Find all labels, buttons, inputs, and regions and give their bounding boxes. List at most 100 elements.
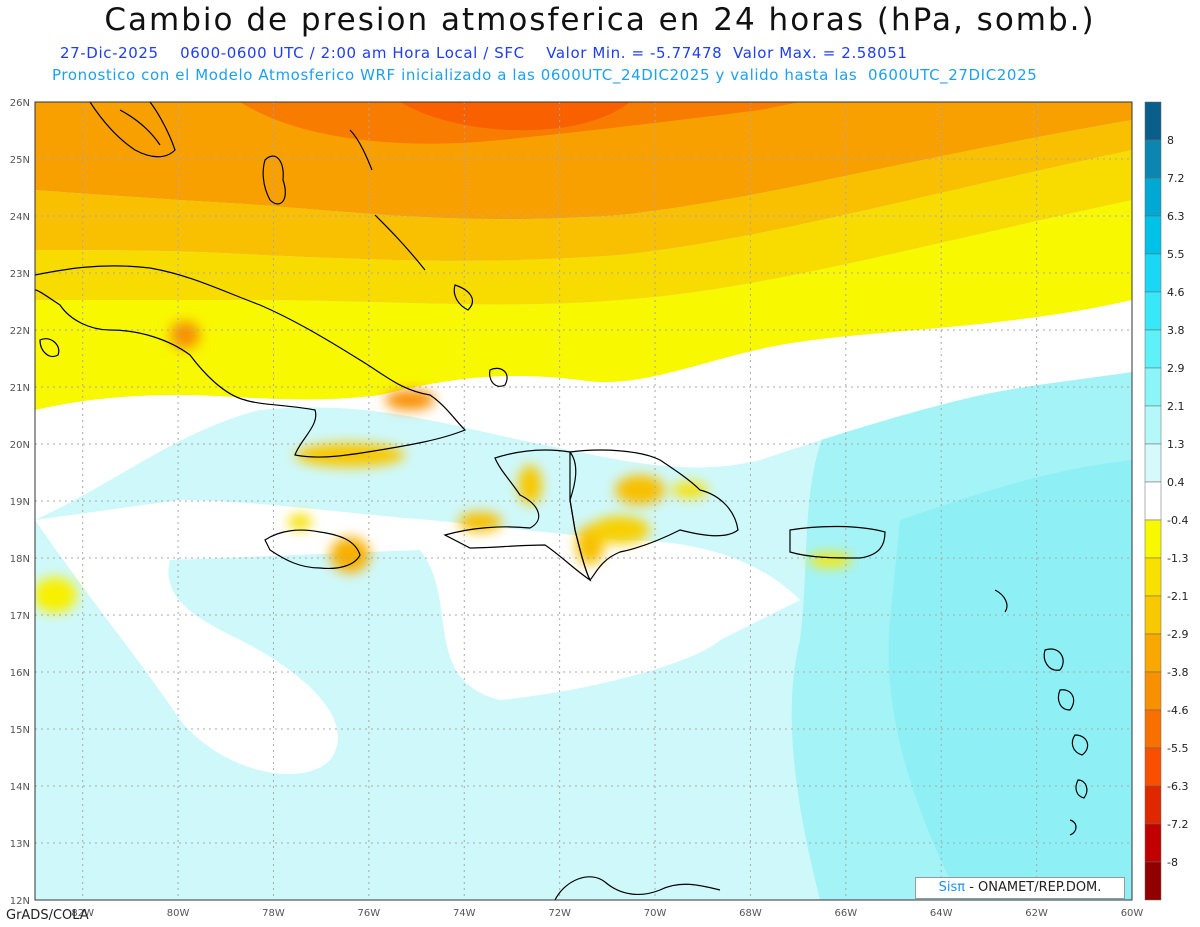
- colorbar-swatch: [1144, 215, 1162, 255]
- field-light-orange: [35, 120, 1132, 261]
- lon-tick-label: 76W: [358, 908, 381, 919]
- lon-tick-label: 64W: [930, 908, 953, 919]
- colorbar-label: 2.1: [1167, 400, 1185, 413]
- puerto-rico-coast: [789, 525, 886, 559]
- colorbar-swatch: [1144, 595, 1162, 635]
- lat-tick-label: 25N: [10, 155, 30, 166]
- colorbar-label: -7.2: [1167, 818, 1188, 831]
- field-white-band: [35, 300, 1132, 520]
- longitude-labels: 82W 80W 78W 76W 74W 72W 70W 68W 66W 64W 62W 60W: [71, 908, 1143, 919]
- bahamas-eleuthera: [349, 129, 373, 171]
- attribution-text: - ONAMET/REP.DOM.: [965, 880, 1102, 895]
- colorbar-label: -0.4: [1167, 514, 1188, 527]
- lon-tick-label: 80W: [167, 908, 190, 919]
- colorbar-label: 1.3: [1167, 438, 1185, 451]
- colorbar-label: -2.9: [1167, 628, 1188, 641]
- model-info-line: Pronostico con el Modelo Atmosferico WRF…: [52, 66, 1038, 84]
- colorbar-swatch: [1144, 633, 1162, 673]
- colorbar-label: 0.4: [1167, 476, 1185, 489]
- colorbar-swatch: [1144, 481, 1162, 521]
- colorbar-swatch: [1144, 405, 1162, 445]
- sis-logo-text: Sisπ: [938, 880, 966, 895]
- valid-time-line: 27-Dic-2025 0600-0600 UTC / 2:00 am Hora…: [60, 44, 908, 62]
- colorbar-swatch: [1144, 709, 1162, 749]
- lat-tick-label: 20N: [10, 440, 30, 451]
- lon-tick-label: 66W: [835, 908, 858, 919]
- colorbar-label: -6.3: [1167, 780, 1188, 793]
- lesser-antilles-5: [1075, 779, 1088, 799]
- colorbar-label: -4.6: [1167, 704, 1188, 717]
- shaded-field: [35, 102, 1132, 900]
- colorbar-label: -5.5: [1167, 742, 1188, 755]
- lon-tick-label: 72W: [548, 908, 571, 919]
- lat-tick-label: 19N: [10, 497, 30, 508]
- field-yellow: [35, 200, 1132, 410]
- lon-tick-label: 78W: [262, 908, 285, 919]
- lat-tick-label: 13N: [10, 839, 30, 850]
- color-legend: 8 7.2 6.3 5.5 4.6 3.8 2.9 2.1 1.3 0.4 -0.4 -1.3 -2.1…: [1144, 101, 1188, 901]
- map-title: Cambio de presion atmosferica en 24 hora…: [104, 2, 1096, 38]
- colorbar-swatch: [1144, 443, 1162, 483]
- lat-tick-label: 14N: [10, 782, 30, 793]
- field-red-orange: [400, 102, 630, 131]
- lon-tick-label: 68W: [739, 908, 762, 919]
- bahamas-inagua: [453, 284, 473, 311]
- isla-juventud-coast: [39, 338, 60, 358]
- lesser-antilles-3: [1057, 689, 1075, 711]
- bahamas-andros: [262, 155, 286, 205]
- colorbar-swatch: [1144, 519, 1162, 559]
- colorbar-swatch: [1144, 329, 1162, 369]
- valid-time: 0600-0600 UTC / 2:00 am Hora Local / SFC: [180, 44, 525, 62]
- colorbar-swatch: [1144, 367, 1162, 407]
- lat-tick-label: 22N: [10, 326, 30, 337]
- lat-tick-label: 21N: [10, 383, 30, 394]
- field-cyan-east-deep: [888, 460, 1132, 900]
- colorbar-swatch: [1144, 861, 1162, 901]
- colorbar-label: 6.3: [1167, 210, 1185, 223]
- colorbar-swatch: [1144, 177, 1162, 217]
- valid-date: 27-Dic-2025: [60, 44, 159, 62]
- bahamas-long: [374, 214, 426, 271]
- lesser-antilles-2: [1043, 648, 1064, 671]
- field-white-south: [35, 500, 800, 775]
- lesser-antilles-1: [994, 589, 1008, 613]
- graticule: [35, 102, 1132, 900]
- grads-credit: GrADS/COLA: [6, 908, 89, 923]
- latitude-labels: 26N 25N 24N 23N 22N 21N 20N 19N 18N 17N 16N 15N 14N 1…: [10, 98, 30, 907]
- coastlines: [35, 102, 1089, 900]
- colorbar-label: -3.8: [1167, 666, 1188, 679]
- colorbar-label: -2.1: [1167, 590, 1188, 603]
- min-value: Valor Min. = -5.77478: [546, 44, 723, 62]
- lat-tick-label: 24N: [10, 212, 30, 223]
- colorbar-swatch: [1144, 139, 1162, 179]
- lat-tick-label: 26N: [10, 98, 30, 109]
- colorbar-label: -1.3: [1167, 552, 1188, 565]
- lon-tick-label: 82W: [71, 908, 94, 919]
- south-america-coast: [554, 876, 721, 900]
- lon-tick-label: 62W: [1025, 908, 1048, 919]
- attribution-box: Sisπ - ONAMET/REP.DOM.: [915, 877, 1125, 899]
- lon-tick-label: 70W: [644, 908, 667, 919]
- lat-tick-label: 15N: [10, 725, 30, 736]
- colorbar-swatch: [1144, 785, 1162, 825]
- florida-keys: [119, 109, 161, 146]
- cuba-coast: [35, 265, 467, 458]
- colorbar-swatch: [1144, 823, 1162, 863]
- field-gold: [35, 150, 1132, 305]
- florida-coast: [89, 102, 176, 158]
- lat-tick-label: 16N: [10, 668, 30, 679]
- map-frame: [34, 101, 1133, 901]
- colorbar-label: 5.5: [1167, 248, 1185, 261]
- lesser-antilles-6: [1069, 819, 1077, 836]
- lat-tick-label: 18N: [10, 554, 30, 565]
- colorbar-label: 8: [1167, 134, 1174, 147]
- jamaica-coast: [264, 529, 361, 570]
- colorbar-swatch: [1144, 101, 1162, 141]
- lon-tick-label: 60W: [1121, 908, 1144, 919]
- colorbar-swatch: [1144, 253, 1162, 293]
- colorbar-swatch: [1144, 291, 1162, 331]
- lesser-antilles-4: [1071, 734, 1089, 756]
- colorbar-label: 7.2: [1167, 172, 1185, 185]
- colorbar-swatch: [1144, 747, 1162, 787]
